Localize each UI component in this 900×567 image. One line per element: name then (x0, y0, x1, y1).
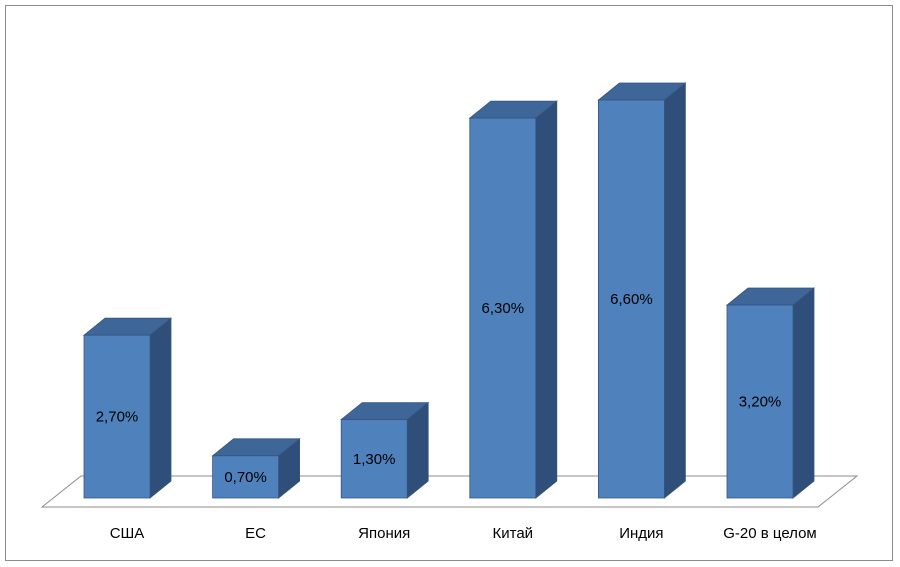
bar-side (535, 100, 558, 499)
bar-front (212, 455, 280, 499)
data-label-2: 0,70% (224, 469, 267, 486)
category-label-3: Япония (358, 525, 410, 542)
bar-side (792, 287, 815, 499)
bar-4 (468, 100, 558, 499)
data-label-5: 6,60% (610, 291, 653, 308)
bar-6 (725, 287, 816, 499)
bar-5 (597, 82, 687, 499)
bar-front (726, 304, 794, 499)
bar-front (83, 334, 151, 499)
category-label-2: ЕС (245, 525, 266, 542)
category-label-4: Китай (493, 525, 534, 542)
data-label-1: 2,70% (96, 409, 139, 426)
bar-side (149, 317, 172, 499)
bar-front (469, 117, 537, 499)
data-label-3: 1,30% (353, 451, 396, 468)
bar-front (340, 419, 408, 499)
bar-side (664, 82, 686, 499)
category-labels: США ЕС Япония Китай Индия G-20 в целом (110, 525, 817, 542)
category-label-1: США (110, 525, 145, 542)
bar-3 (340, 401, 430, 499)
bar-front (598, 99, 665, 499)
category-label-5: Индия (619, 525, 663, 542)
data-labels: 2,70% 0,70% 1,30% 6,30% 6,60% 3,20% (96, 291, 782, 486)
data-label-6: 3,20% (739, 394, 782, 411)
data-label-4: 6,30% (482, 300, 525, 317)
category-label-6: G-20 в целом (723, 525, 817, 542)
bar-1 (82, 317, 173, 499)
bars (82, 82, 816, 499)
bar-2 (211, 437, 301, 499)
